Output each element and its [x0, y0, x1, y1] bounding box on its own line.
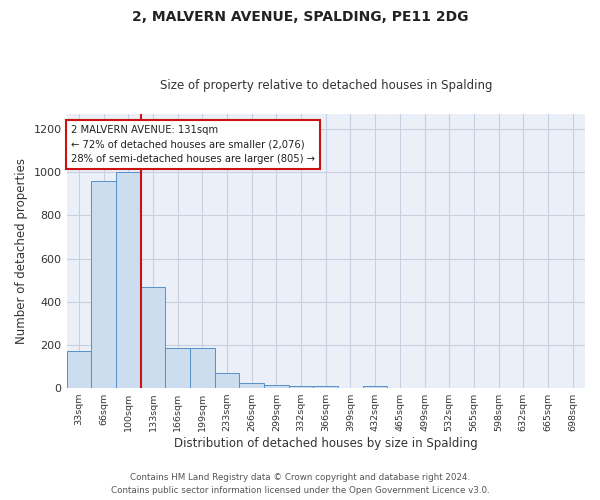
Bar [363, 386, 388, 388]
Text: 2 MALVERN AVENUE: 131sqm
← 72% of detached houses are smaller (2,076)
28% of sem: 2 MALVERN AVENUE: 131sqm ← 72% of detach… [71, 125, 316, 164]
Text: Contains HM Land Registry data © Crown copyright and database right 2024.
Contai: Contains HM Land Registry data © Crown c… [110, 474, 490, 495]
Title: Size of property relative to detached houses in Spalding: Size of property relative to detached ho… [160, 79, 492, 92]
Bar [239, 384, 264, 388]
Bar [116, 172, 140, 388]
Text: 2, MALVERN AVENUE, SPALDING, PE11 2DG: 2, MALVERN AVENUE, SPALDING, PE11 2DG [132, 10, 468, 24]
Bar [264, 385, 289, 388]
Bar [313, 386, 338, 388]
Bar [91, 181, 116, 388]
Bar [140, 286, 165, 388]
Bar [67, 352, 91, 388]
Bar [289, 386, 313, 388]
Bar [165, 348, 190, 388]
Bar [215, 373, 239, 388]
Y-axis label: Number of detached properties: Number of detached properties [15, 158, 28, 344]
X-axis label: Distribution of detached houses by size in Spalding: Distribution of detached houses by size … [174, 437, 478, 450]
Bar [190, 348, 215, 388]
